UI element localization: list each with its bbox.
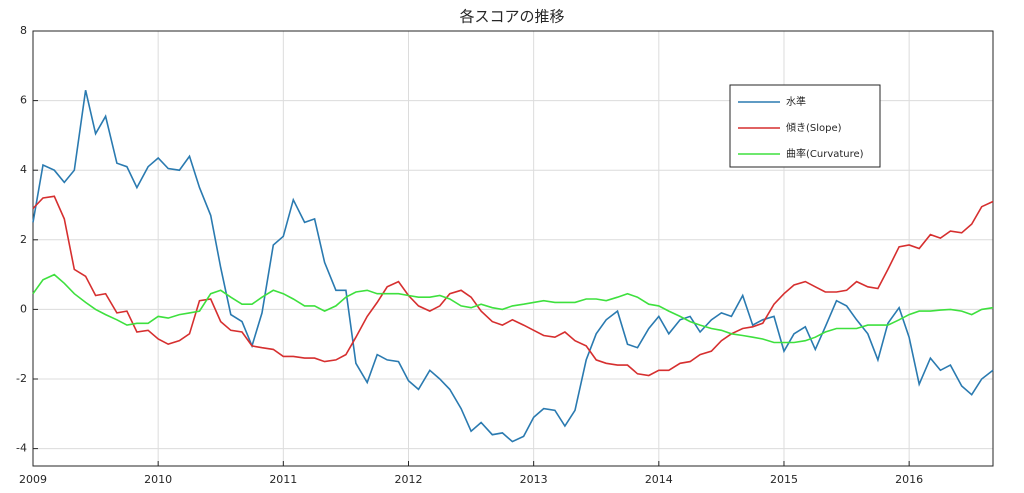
x-tick-label: 2016	[895, 473, 923, 486]
legend-label: 曲率(Curvature)	[786, 147, 864, 160]
y-tick-label: 4	[20, 163, 27, 176]
x-tick-label: 2011	[269, 473, 297, 486]
x-tick-label: 2012	[394, 473, 422, 486]
plot-frame	[32, 30, 994, 467]
x-tick-label: 2014	[645, 473, 673, 486]
y-tick-label: 2	[20, 233, 27, 246]
series-line	[32, 195, 994, 377]
y-tick-label: 6	[20, 94, 27, 107]
y-tick-label: -4	[16, 442, 27, 455]
legend-label: 水準	[786, 95, 806, 108]
x-tick-label: 2015	[770, 473, 798, 486]
x-tick-label: 2010	[144, 473, 172, 486]
chart-title: 各スコアの推移	[459, 8, 564, 26]
y-tick-label: -2	[16, 372, 27, 385]
series-line	[32, 90, 994, 443]
series-line	[32, 273, 994, 344]
x-tick-label: 2009	[19, 473, 47, 486]
legend-label: 傾き(Slope)	[786, 121, 842, 134]
y-tick-label: 8	[20, 24, 27, 37]
y-tick-label: 0	[20, 302, 27, 315]
legend-box	[729, 84, 881, 168]
x-tick-label: 2013	[520, 473, 548, 486]
